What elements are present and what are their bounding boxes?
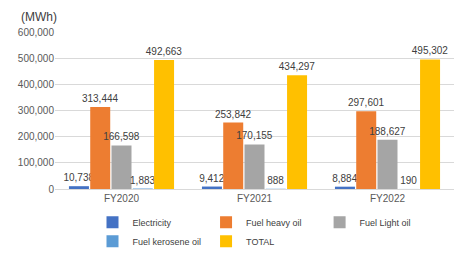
svg-text:888: 888 [267,175,284,186]
svg-text:170,155: 170,155 [236,130,273,141]
svg-text:FY2022: FY2022 [370,193,405,204]
svg-text:297,601: 297,601 [348,97,385,108]
svg-text:300,000: 300,000 [18,105,55,116]
svg-text:100,000: 100,000 [18,157,55,168]
svg-text:166,598: 166,598 [103,131,140,142]
svg-text:0: 0 [48,184,54,195]
svg-text:495,302: 495,302 [412,45,449,56]
svg-text:10,738: 10,738 [63,172,94,183]
svg-text:FY2021: FY2021 [237,193,272,204]
svg-text:500,000: 500,000 [18,53,55,64]
svg-text:1,883: 1,883 [130,175,155,186]
svg-text:200,000: 200,000 [18,131,55,142]
svg-text:492,663: 492,663 [146,46,183,57]
svg-text:9,412: 9,412 [199,173,224,184]
svg-text:Fuel Light oil: Fuel Light oil [360,218,411,228]
svg-text:8,884: 8,884 [332,173,357,184]
svg-text:Fuel kerosene oil: Fuel kerosene oil [133,237,202,247]
svg-text:253,842: 253,842 [215,109,252,120]
svg-text:Fuel heavy oil: Fuel heavy oil [246,218,302,228]
svg-text:600,000: 600,000 [18,27,55,38]
svg-text:TOTAL: TOTAL [246,237,274,247]
svg-text:313,444: 313,444 [82,93,119,104]
svg-text:434,297: 434,297 [279,61,316,72]
svg-text:188,627: 188,627 [369,126,406,137]
svg-text:400,000: 400,000 [18,79,55,90]
svg-text:(MWh): (MWh) [21,10,57,24]
svg-text:190: 190 [400,175,417,186]
svg-text:FY2020: FY2020 [104,193,139,204]
svg-text:Electricity: Electricity [133,218,172,228]
